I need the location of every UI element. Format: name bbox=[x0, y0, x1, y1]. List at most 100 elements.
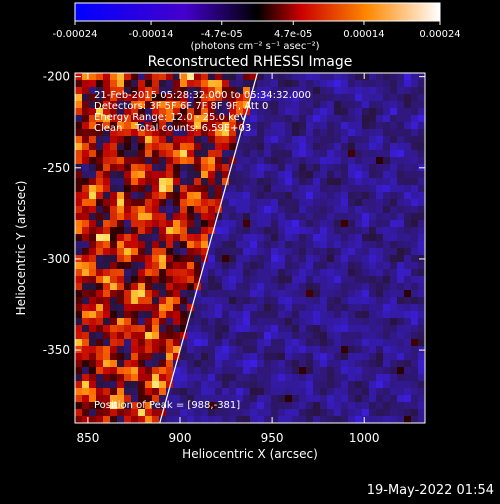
heatmap-cell bbox=[285, 262, 293, 270]
heatmap-cell bbox=[418, 339, 425, 347]
heatmap-cell bbox=[243, 416, 251, 423]
heatmap-cell bbox=[271, 115, 279, 123]
heatmap-cell bbox=[257, 381, 265, 389]
heatmap-cell bbox=[215, 304, 223, 312]
heatmap-cell bbox=[138, 192, 146, 200]
heatmap-cell bbox=[103, 234, 111, 242]
heatmap-cell bbox=[215, 171, 223, 179]
heatmap-cell bbox=[75, 227, 83, 235]
heatmap-cell bbox=[285, 136, 293, 144]
heatmap-cell bbox=[383, 297, 391, 305]
heatmap-cell bbox=[271, 101, 279, 109]
heatmap-cell bbox=[194, 374, 202, 382]
heatmap-cell bbox=[264, 80, 272, 88]
heatmap-cell bbox=[82, 171, 90, 179]
heatmap-cell bbox=[131, 381, 139, 389]
heatmap-cell bbox=[208, 199, 216, 207]
heatmap-cell bbox=[264, 395, 272, 403]
heatmap-cell bbox=[152, 73, 160, 81]
heatmap-cell bbox=[145, 150, 153, 158]
heatmap-cell bbox=[257, 360, 265, 368]
heatmap-cell bbox=[257, 101, 265, 109]
heatmap-cell bbox=[418, 388, 425, 396]
heatmap-cell bbox=[264, 143, 272, 151]
heatmap-cell bbox=[334, 346, 342, 354]
heatmap-cell bbox=[313, 241, 321, 249]
heatmap-cell bbox=[166, 234, 174, 242]
heatmap-cell bbox=[411, 234, 419, 242]
heatmap-cell bbox=[306, 360, 314, 368]
heatmap-cell bbox=[103, 395, 111, 403]
heatmap-cell bbox=[173, 381, 181, 389]
heatmap-cell bbox=[187, 241, 195, 249]
heatmap-cell bbox=[355, 255, 363, 263]
heatmap-cell bbox=[264, 108, 272, 116]
heatmap-cell bbox=[166, 227, 174, 235]
heatmap-cell bbox=[397, 318, 405, 326]
heatmap-cell bbox=[103, 304, 111, 312]
heatmap-cell bbox=[187, 108, 195, 116]
heatmap-cell bbox=[341, 360, 349, 368]
heatmap-cell bbox=[355, 374, 363, 382]
heatmap-cell bbox=[411, 283, 419, 291]
heatmap-cell bbox=[131, 143, 139, 151]
heatmap-cell bbox=[369, 87, 377, 95]
heatmap-cell bbox=[166, 332, 174, 340]
heatmap-cell bbox=[404, 395, 412, 403]
heatmap-cell bbox=[131, 325, 139, 333]
heatmap-cell bbox=[187, 353, 195, 361]
heatmap-cell bbox=[82, 157, 90, 165]
heatmap-cell bbox=[334, 381, 342, 389]
heatmap-cell bbox=[306, 269, 314, 277]
heatmap-cell bbox=[145, 199, 153, 207]
heatmap-cell bbox=[208, 227, 216, 235]
heatmap-cell bbox=[264, 206, 272, 214]
heatmap-cell bbox=[201, 164, 209, 172]
heatmap-cell bbox=[110, 297, 118, 305]
heatmap-cell bbox=[180, 402, 188, 410]
heatmap-cell bbox=[362, 122, 370, 130]
heatmap-cell bbox=[124, 346, 132, 354]
heatmap-cell bbox=[264, 115, 272, 123]
heatmap-cell bbox=[390, 241, 398, 249]
heatmap-cell bbox=[180, 122, 188, 130]
heatmap-cell bbox=[145, 73, 153, 81]
heatmap-cell bbox=[173, 122, 181, 130]
heatmap-cell bbox=[75, 248, 83, 256]
heatmap-cell bbox=[264, 101, 272, 109]
heatmap-cell bbox=[215, 136, 223, 144]
heatmap-cell bbox=[159, 94, 167, 102]
heatmap-cell bbox=[257, 94, 265, 102]
heatmap-cell bbox=[292, 311, 300, 319]
heatmap-cell bbox=[271, 339, 279, 347]
heatmap-cell bbox=[222, 325, 230, 333]
heatmap-cell bbox=[327, 192, 335, 200]
heatmap-cell bbox=[369, 395, 377, 403]
heatmap-cell bbox=[271, 409, 279, 417]
heatmap-cell bbox=[292, 262, 300, 270]
heatmap-cell bbox=[299, 101, 307, 109]
heatmap-cell bbox=[159, 143, 167, 151]
heatmap-cell bbox=[327, 409, 335, 417]
heatmap-cell bbox=[341, 206, 349, 214]
heatmap-cell bbox=[411, 192, 419, 200]
heatmap-cell bbox=[250, 416, 258, 423]
heatmap-cell bbox=[215, 87, 223, 95]
heatmap-cell bbox=[257, 248, 265, 256]
heatmap-cell bbox=[404, 199, 412, 207]
heatmap-cell bbox=[75, 416, 83, 423]
heatmap-cell bbox=[383, 416, 391, 423]
heatmap-cell bbox=[243, 87, 251, 95]
heatmap-cell bbox=[362, 115, 370, 123]
heatmap-cell bbox=[131, 150, 139, 158]
heatmap-cell bbox=[320, 325, 328, 333]
heatmap-cell bbox=[194, 360, 202, 368]
heatmap-cell bbox=[285, 395, 293, 403]
heatmap-cell bbox=[299, 367, 307, 375]
heatmap-cell bbox=[376, 388, 384, 396]
heatmap-cell bbox=[243, 101, 251, 109]
heatmap-cell bbox=[89, 416, 97, 423]
heatmap-cell bbox=[208, 276, 216, 284]
heatmap-cell bbox=[215, 374, 223, 382]
